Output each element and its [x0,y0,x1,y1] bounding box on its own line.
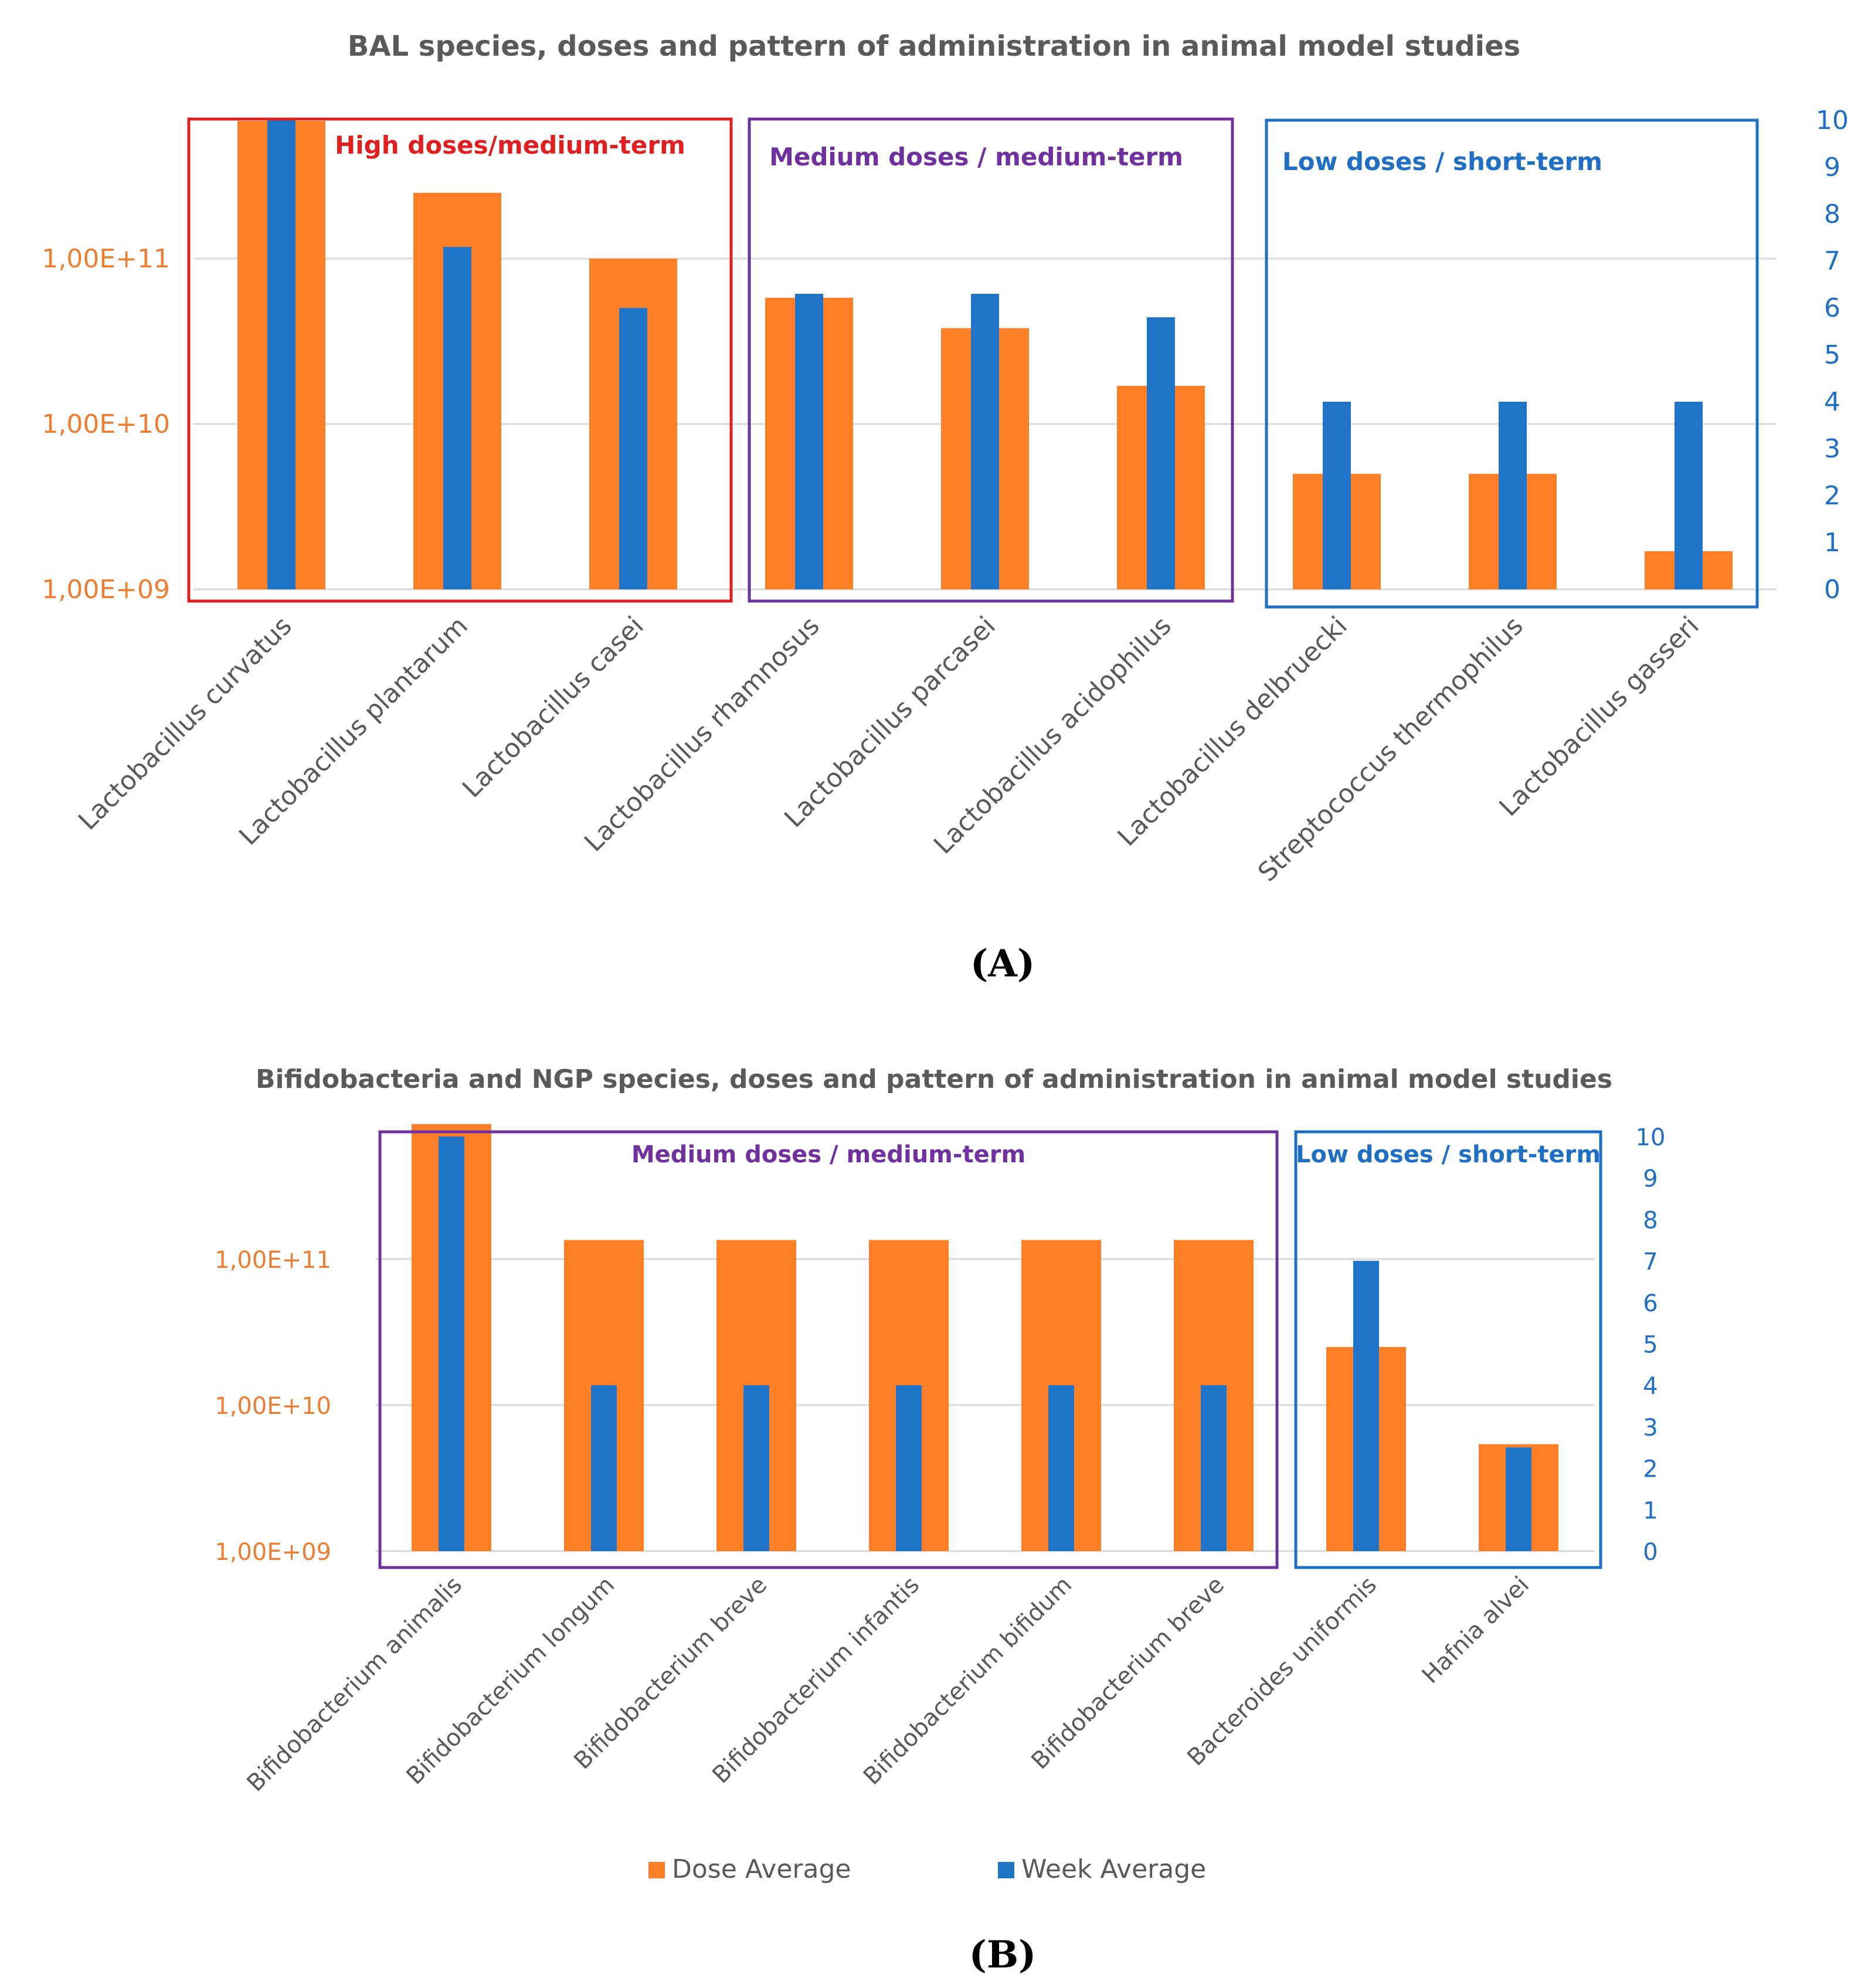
panel-a-bars [237,120,1733,590]
panel-a-title: BAL species, doses and pattern of admini… [348,30,1520,63]
bar-week-average [1323,402,1351,589]
bar-week-average [619,308,647,589]
group-box [378,1130,1279,1569]
panel-a-right-axis: 0 1 2 3 4 5 6 7 8 9 10 [1816,106,1849,605]
bar-week-average [1147,317,1175,589]
right-axis-tick-label: 0 [1643,1539,1658,1566]
bar-week-average [743,1385,769,1551]
right-axis-tick-label: 1 [1824,528,1840,558]
right-axis-tick-label: 9 [1824,152,1840,182]
legend-swatch-week [998,1862,1014,1878]
panel-b-group-boxes: Medium doses / medium-term Low doses / sh… [378,1130,1602,1569]
legend-swatch-dose [648,1862,665,1878]
panel-b-category-axis: Bifidobacterium animalisBifidobacterium … [242,1572,1534,1797]
group-label: High doses/medium-term [335,131,685,160]
left-axis-tick-label: 1,00E+09 [215,1539,331,1566]
panel-a-chart: BAL species, doses and pattern of admini… [42,30,1849,986]
right-axis-tick-label: 8 [1643,1207,1658,1234]
panel-b-title: Bifidobacteria and NGP species, doses an… [256,1064,1612,1094]
left-axis-tick-label: 1,00E+11 [215,1247,331,1274]
category-tick-label: Lactobacillus casei [457,611,650,804]
group-box [187,117,733,603]
legend: Dose Average Week Average [648,1854,1206,1884]
group-label: Medium doses / medium-term [769,143,1183,171]
panel-a-left-axis: 1,00E+09 1,00E+10 1,00E+11 [42,244,170,605]
category-tick-label: Hafnia alvei [1417,1572,1534,1689]
group-label: Low doses / short-term [1296,1141,1601,1168]
bar-week-average [443,247,471,589]
bar-week-average [1048,1385,1074,1551]
legend-label-week: Week Average [1021,1854,1206,1884]
bar-week-average [267,120,296,589]
bar-week-average [795,294,823,589]
right-axis-tick-label: 3 [1824,434,1840,464]
panel-b-letter: (B) [969,1933,1037,1977]
group-label: Low doses / short-term [1282,147,1602,176]
right-axis-tick-label: 5 [1824,340,1840,370]
right-axis-tick-label: 10 [1636,1124,1666,1151]
bar-week-average [896,1385,922,1551]
right-axis-tick-label: 7 [1824,246,1840,276]
bar-week-average [1353,1261,1379,1551]
panel-b-chart: Bifidobacteria and NGP species, doses an… [215,1064,1665,1977]
right-axis-tick-label: 1 [1643,1497,1658,1524]
bar-week-average [591,1385,617,1551]
group-label: Medium doses / medium-term [631,1141,1025,1168]
legend-label-dose: Dose Average [672,1854,851,1884]
left-axis-tick-label: 1,00E+11 [42,244,170,274]
bar-week-average [971,294,999,589]
category-tick-label: Lactobacillus gasseri [1493,611,1704,822]
right-axis-tick-label: 8 [1824,199,1840,229]
right-axis-tick-label: 7 [1643,1249,1658,1275]
bar-week-average [1506,1447,1531,1551]
panel-b-right-axis: 0 1 2 3 4 5 6 7 8 9 10 [1636,1124,1666,1566]
right-axis-tick-label: 5 [1643,1332,1658,1359]
bar-week-average [439,1137,464,1551]
right-axis-tick-label: 9 [1643,1166,1658,1193]
bar-week-average [1499,402,1527,589]
right-axis-tick-label: 3 [1643,1414,1658,1441]
right-axis-tick-label: 2 [1643,1456,1658,1483]
right-axis-tick-label: 4 [1824,387,1840,417]
group-box [1294,1130,1602,1569]
panel-a-group-boxes: High doses/medium-term Medium doses / med… [187,117,1759,609]
panel-b-bars [412,1124,1558,1551]
right-axis-tick-label: 0 [1824,575,1840,605]
group-box [1265,118,1759,609]
left-axis-tick-label: 1,00E+09 [42,575,170,605]
left-axis-tick-label: 1,00E+10 [215,1393,331,1420]
left-axis-tick-label: 1,00E+10 [42,409,170,439]
right-axis-tick-label: 10 [1816,106,1849,135]
panel-b-left-axis: 1,00E+09 1,00E+10 1,00E+11 [215,1247,331,1566]
panel-b-gridlines [375,1258,1595,1552]
right-axis-tick-label: 2 [1824,481,1840,511]
right-axis-tick-label: 6 [1824,293,1840,323]
right-axis-tick-label: 6 [1643,1290,1658,1317]
panel-a-letter: (A) [970,942,1035,986]
bar-week-average [1201,1385,1227,1551]
bar-week-average [1675,402,1703,589]
group-box [748,117,1234,603]
right-axis-tick-label: 4 [1643,1373,1658,1400]
